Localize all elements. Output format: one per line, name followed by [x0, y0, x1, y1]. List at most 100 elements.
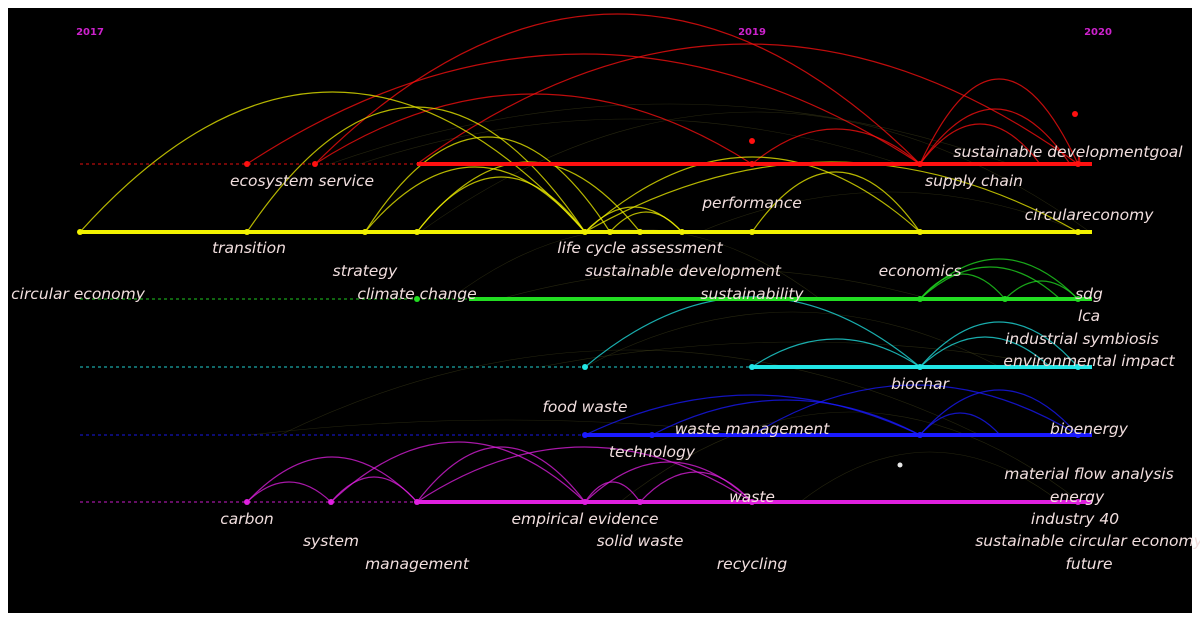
- cluster-4-arc-1: [651, 399, 921, 436]
- keyword-label: circulareconomy: [1025, 206, 1155, 224]
- cluster-3-node-0: [582, 364, 588, 370]
- keyword-label: ecosystem service: [230, 172, 374, 190]
- cluster-3-node-2: [917, 364, 923, 370]
- cluster-5-arc-2: [330, 476, 418, 503]
- cluster-3-arc-2: [751, 338, 921, 368]
- background-link: [419, 111, 1091, 233]
- background-link: [584, 311, 1001, 368]
- keyword-label: energy: [1050, 488, 1105, 506]
- keyword-label: empirical evidence: [512, 510, 659, 528]
- cluster-2-node-1: [917, 296, 923, 302]
- keyword-label: industrial symbiosis: [1005, 330, 1159, 348]
- keyword-label: industry 40: [1031, 510, 1119, 528]
- keyword-label: sdg: [1075, 285, 1103, 303]
- year-label-2019: 2019: [738, 27, 766, 38]
- keyword-label: system: [303, 532, 359, 550]
- cluster-5-node-4: [637, 499, 643, 505]
- cluster-1-node-3: [414, 229, 420, 235]
- keyword-label: lca: [1078, 307, 1100, 325]
- cluster-5-node-3: [582, 499, 588, 505]
- cluster-1-arc-2: [364, 136, 611, 233]
- cluster-2-node-0: [414, 296, 420, 302]
- cluster-5-arc-7: [639, 471, 753, 503]
- keyword-label: carbon: [220, 510, 274, 528]
- marker-point: [749, 138, 755, 144]
- cluster-0-arc-7: [416, 43, 1079, 165]
- keyword-label: economics: [879, 262, 962, 280]
- cluster-0-node-0: [244, 161, 250, 167]
- keyword-label: food waste: [542, 398, 627, 416]
- cluster-0-arc-2: [751, 128, 921, 165]
- keyword-label: material flow analysis: [1004, 465, 1173, 483]
- cluster-0-arc-5: [919, 123, 1041, 165]
- cluster-0-arc-6: [246, 53, 921, 165]
- keyword-label: recycling: [717, 555, 788, 573]
- cluster-2-node-2: [1002, 296, 1008, 302]
- cluster-1-node-10: [1075, 229, 1081, 235]
- keyword-label: life cycle assessment: [557, 239, 723, 257]
- cluster-5-arc-5: [416, 446, 753, 503]
- cluster-1-arc-5: [416, 176, 586, 233]
- background-link: [249, 419, 761, 436]
- cluster-4-arc-3: [919, 412, 1001, 436]
- background-link: [359, 118, 901, 165]
- keyword-label: climate change: [357, 285, 476, 303]
- keyword-label: strategy: [333, 262, 398, 280]
- keyword-label: transition: [212, 239, 286, 257]
- cluster-1-arc-1: [246, 106, 586, 233]
- background-link: [329, 103, 1011, 165]
- cluster-0-node-4: [1075, 161, 1081, 167]
- keyword-label: sustainable circular economy: [975, 532, 1200, 550]
- cluster-2-node-3: [1075, 296, 1081, 302]
- cluster-1-node-2: [362, 229, 368, 235]
- background-link: [699, 191, 1081, 233]
- keyword-label: circular economy: [11, 285, 146, 303]
- cluster-1-arc-8: [584, 156, 921, 233]
- cluster-5-arc-6: [584, 481, 641, 503]
- cluster-1-node-4: [582, 229, 588, 235]
- background-link: [279, 349, 981, 436]
- cluster-4-node-2: [917, 432, 923, 438]
- cluster-5-arc-8: [330, 441, 586, 503]
- year-label-2017: 2017: [76, 27, 104, 38]
- keyword-label: technology: [609, 443, 696, 461]
- cluster-2-arc-2: [1004, 280, 1079, 300]
- keyword-label: sustainability: [700, 285, 804, 303]
- background-link: [539, 341, 1061, 368]
- background-link: [449, 228, 821, 300]
- cluster-5-node-2: [414, 499, 420, 505]
- keyword-label: biochar: [891, 375, 950, 393]
- keyword-label: future: [1065, 555, 1112, 573]
- keyword-label: supply chain: [925, 172, 1023, 190]
- year-label-2020: 2020: [1084, 27, 1112, 38]
- keyword-label: waste: [729, 488, 775, 506]
- keyword-label: management: [365, 555, 470, 573]
- background-link: [499, 268, 931, 300]
- cluster-4-node-1: [649, 432, 655, 438]
- keyword-label: solid waste: [597, 532, 684, 550]
- keyword-label: sustainable development: [585, 262, 782, 280]
- cluster-5-arc-1: [246, 456, 418, 503]
- cluster-5-node-0: [244, 499, 250, 505]
- cluster-1-node-8: [749, 229, 755, 235]
- cluster-1-node-6: [637, 229, 643, 235]
- cluster-1-node-7: [679, 229, 685, 235]
- cluster-0-arc-3: [919, 78, 1079, 165]
- cluster-4-arc-4: [751, 384, 1079, 436]
- cluster-4-arc-2: [919, 389, 1079, 436]
- cluster-4-node-0: [582, 432, 588, 438]
- cluster-0-node-3: [917, 161, 923, 167]
- cluster-5-node-5: [749, 499, 755, 505]
- cluster-3-node-3: [1075, 364, 1081, 370]
- cluster-5-node-6: [1075, 499, 1081, 505]
- cluster-5-arc-3: [416, 446, 586, 503]
- keyword-label: sustainable developmentgoal: [953, 143, 1183, 161]
- cluster-4-arc-0: [584, 394, 921, 436]
- cluster-5-node-1: [328, 499, 334, 505]
- cluster-1-node-0: [77, 229, 83, 235]
- cluster-2-arc-1: [919, 273, 1006, 300]
- cluster-0-node-2: [749, 161, 755, 167]
- cluster-1-node-1: [244, 229, 250, 235]
- cluster-5-arc-4: [584, 461, 753, 503]
